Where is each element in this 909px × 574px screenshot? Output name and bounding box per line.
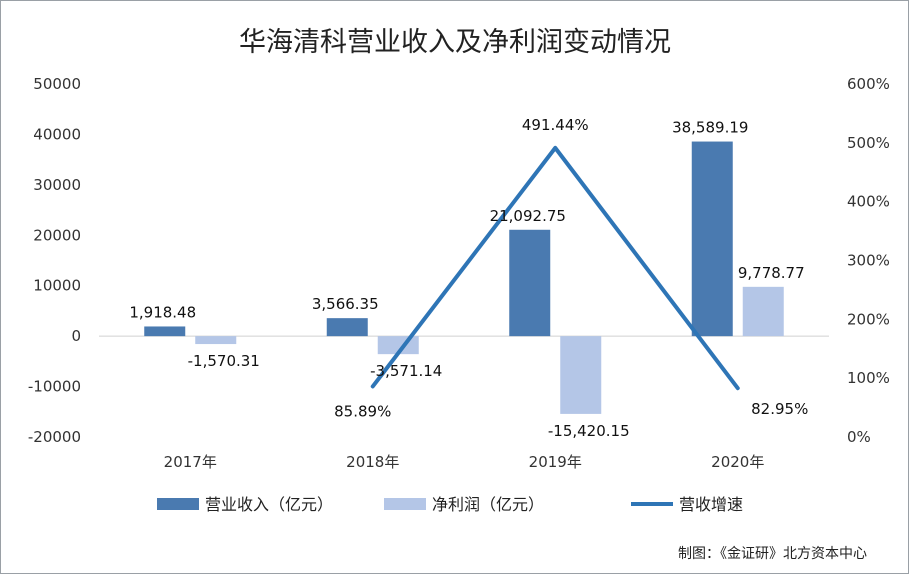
x-tick-label: 2019年	[529, 453, 582, 471]
y-left-tick-label: -20000	[28, 428, 81, 446]
line-series	[370, 145, 740, 391]
revenue-data-label: 3,566.35	[312, 295, 379, 313]
bar-revenue	[326, 318, 368, 337]
right-axis-ticks: 0% 100% 200% 300% 400% 500% 600%	[847, 75, 890, 446]
y-right-tick-label: 500%	[847, 134, 890, 152]
x-tick-label: 2018年	[346, 453, 399, 471]
legend: 营业收入（亿元） 净利润（亿元） 营收增速	[157, 495, 743, 514]
net-profit-data-label: -15,420.15	[548, 422, 630, 440]
net-profit-data-label: -3,571.14	[370, 362, 442, 380]
y-right-tick-label: 0%	[847, 428, 871, 446]
chart-title: 华海清科营业收入及净利润变动情况	[239, 27, 671, 58]
growth-data-label: 491.44%	[522, 116, 589, 134]
x-tick-label: 2017年	[164, 453, 217, 471]
y-right-tick-label: 600%	[847, 75, 890, 93]
data-labels: 1,918.48 3,566.35 21,092.75 38,589.19 -1,570…	[129, 116, 808, 440]
bar-net-profit	[560, 336, 602, 414]
revenue-data-label: 21,092.75	[490, 207, 566, 225]
x-tick-label: 2020年	[711, 453, 764, 471]
y-left-tick-label: 50000	[33, 75, 81, 93]
y-left-tick-label: 20000	[33, 226, 81, 244]
net-profit-data-label: -1,570.31	[188, 352, 260, 370]
net-profit-data-label: 9,778.77	[738, 264, 805, 282]
y-left-tick-label: 30000	[33, 176, 81, 194]
y-right-tick-label: 100%	[847, 369, 890, 387]
y-right-tick-label: 400%	[847, 193, 890, 211]
legend-swatch	[384, 498, 426, 510]
y-left-tick-label: -10000	[28, 378, 81, 396]
left-axis-ticks: -20000 -10000 0 10000 20000 30000 40000 50000	[28, 75, 81, 446]
legend-label: 营收增速	[679, 495, 743, 514]
bar-net-profit	[195, 336, 237, 345]
growth-data-label: 82.95%	[751, 400, 808, 418]
chart-credit: 制图：《金证研》北方资本中心	[678, 546, 867, 562]
x-axis-ticks: 2017年 2018年 2019年 2020年	[164, 453, 765, 471]
y-right-tick-label: 300%	[847, 252, 890, 270]
revenue-data-label: 38,589.19	[672, 119, 748, 137]
y-left-tick-label: 0	[71, 327, 81, 345]
bar-net-profit	[742, 286, 784, 337]
bar-series	[144, 141, 784, 414]
growth-data-label: 85.89%	[334, 402, 391, 420]
bar-revenue	[691, 141, 733, 337]
legend-label: 营业收入（亿元）	[205, 495, 333, 514]
y-right-tick-label: 200%	[847, 310, 890, 328]
y-left-tick-label: 10000	[33, 277, 81, 295]
legend-swatch	[157, 498, 199, 510]
bar-revenue	[144, 326, 186, 337]
legend-label: 净利润（亿元）	[432, 495, 544, 514]
y-left-tick-label: 40000	[33, 125, 81, 143]
growth-line	[370, 145, 740, 391]
bar-revenue	[509, 229, 551, 337]
revenue-data-label: 1,918.48	[129, 303, 196, 321]
